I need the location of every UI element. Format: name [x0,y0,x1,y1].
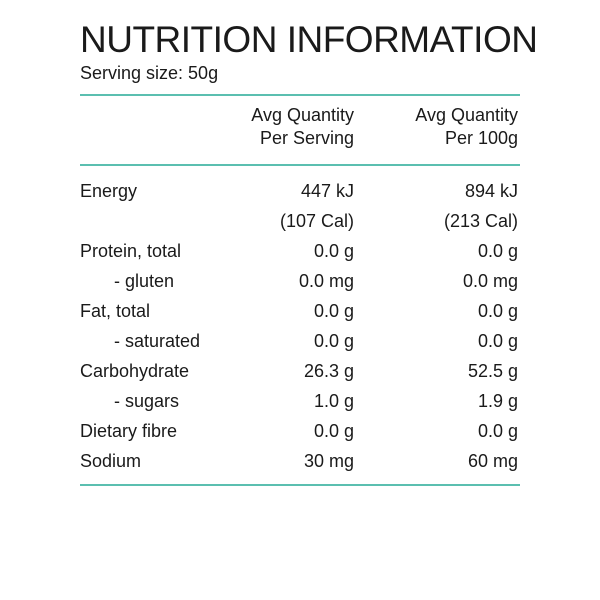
table-row-protein: Protein, total 0.0 g 0.0 g [80,236,520,266]
per-100g-value: 1.9 g [477,391,518,411]
top-divider [80,94,520,96]
row-label: Energy [80,181,138,201]
table-row-gluten: - gluten 0.0 mg 0.0 mg [80,266,520,296]
per-100g-header: Avg Quantity Per 100g [415,104,518,150]
table-row-energy-cal: (107 Cal) (213 Cal) [80,206,520,236]
per-serving-header: Avg Quantity Per Serving [251,104,354,150]
per-100g-header-line2: Per 100g [444,128,518,148]
header-divider [80,164,520,166]
per-100g-value: 0.0 g [477,331,518,351]
panel-title: NUTRITION INFORMATION [80,19,538,60]
per-serving-value: 0.0 g [313,421,354,441]
table-row-energy: Energy 447 kJ 894 kJ [80,176,520,206]
per-100g-value: 0.0 g [477,301,518,321]
row-label: Sodium [80,451,142,471]
per-100g-value: 894 kJ [464,181,518,201]
per-serving-value: 26.3 g [303,361,354,381]
row-label: - saturated [114,331,201,351]
row-label: Dietary fibre [80,421,178,441]
row-label: - gluten [114,271,175,291]
table-row-sodium: Sodium 30 mg 60 mg [80,446,520,476]
table-row-sugars: - sugars 1.0 g 1.9 g [80,386,520,416]
table-row-dietary-fibre: Dietary fibre 0.0 g 0.0 g [80,416,520,446]
row-label: - sugars [114,391,180,411]
per-100g-value: 60 mg [467,451,518,471]
per-serving-value: 0.0 mg [298,271,354,291]
column-headers: Avg Quantity Per Serving Avg Quantity Pe… [80,98,520,156]
table-row-carbohydrate: Carbohydrate 26.3 g 52.5 g [80,356,520,386]
table-row-fat: Fat, total 0.0 g 0.0 g [80,296,520,326]
per-100g-value: 0.0 g [477,421,518,441]
per-100g-header-line1: Avg Quantity [415,105,518,125]
per-serving-value: 0.0 g [313,301,354,321]
per-serving-value: 447 kJ [300,181,354,201]
per-serving-value: 0.0 g [313,241,354,261]
nutrition-panel: NUTRITION INFORMATION Serving size: 50g … [80,18,538,486]
per-serving-value: 0.0 g [313,331,354,351]
per-serving-value: 1.0 g [313,391,354,411]
per-100g-value: 0.0 g [477,241,518,261]
table-row-saturated: - saturated 0.0 g 0.0 g [80,326,520,356]
row-label: Carbohydrate [80,361,190,381]
per-serving-value: 30 mg [303,451,354,471]
per-serving-value: (107 Cal) [279,211,354,231]
per-100g-value: 52.5 g [467,361,518,381]
row-label: Protein, total [80,241,182,261]
bottom-divider [80,484,520,486]
nutrient-rows: Energy 447 kJ 894 kJ (107 Cal) (213 Cal)… [80,166,520,476]
row-label: Fat, total [80,301,151,321]
per-serving-header-line1: Avg Quantity [251,105,354,125]
per-serving-header-line2: Per Serving [259,128,354,148]
per-100g-value: 0.0 mg [462,271,518,291]
serving-size: Serving size: 50g [80,63,219,83]
per-100g-value: (213 Cal) [443,211,518,231]
